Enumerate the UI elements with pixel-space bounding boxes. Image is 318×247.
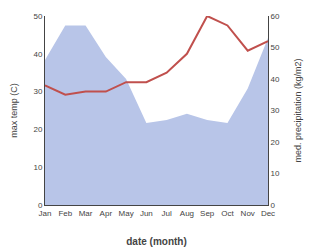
svg-text:May: May: [119, 209, 134, 218]
svg-text:0: 0: [271, 201, 276, 210]
svg-text:30: 30: [271, 106, 280, 115]
svg-text:Jul: Jul: [162, 209, 172, 218]
svg-text:30: 30: [33, 87, 42, 96]
svg-text:60: 60: [271, 12, 280, 21]
svg-text:Aug: Aug: [180, 209, 194, 218]
svg-text:Apr: Apr: [100, 209, 113, 218]
svg-text:20: 20: [271, 138, 280, 147]
svg-text:Sep: Sep: [200, 209, 215, 218]
svg-text:Jun: Jun: [140, 209, 153, 218]
svg-text:50: 50: [33, 12, 42, 21]
svg-text:Mar: Mar: [79, 209, 93, 218]
svg-text:50: 50: [271, 43, 280, 52]
svg-text:Nov: Nov: [241, 209, 255, 218]
svg-text:20: 20: [33, 125, 42, 134]
svg-text:Jan: Jan: [39, 209, 52, 218]
svg-text:10: 10: [33, 163, 42, 172]
svg-text:max temp (C): max temp (C): [9, 83, 19, 138]
svg-text:10: 10: [271, 169, 280, 178]
svg-text:date (month): date (month): [126, 236, 187, 247]
svg-text:0: 0: [38, 201, 43, 210]
svg-text:med. precipitation (kg/m2): med. precipitation (kg/m2): [293, 58, 303, 162]
svg-text:40: 40: [271, 75, 280, 84]
svg-text:Feb: Feb: [58, 209, 72, 218]
svg-text:Oct: Oct: [221, 209, 234, 218]
svg-text:Dec: Dec: [261, 209, 275, 218]
svg-text:40: 40: [33, 50, 42, 59]
